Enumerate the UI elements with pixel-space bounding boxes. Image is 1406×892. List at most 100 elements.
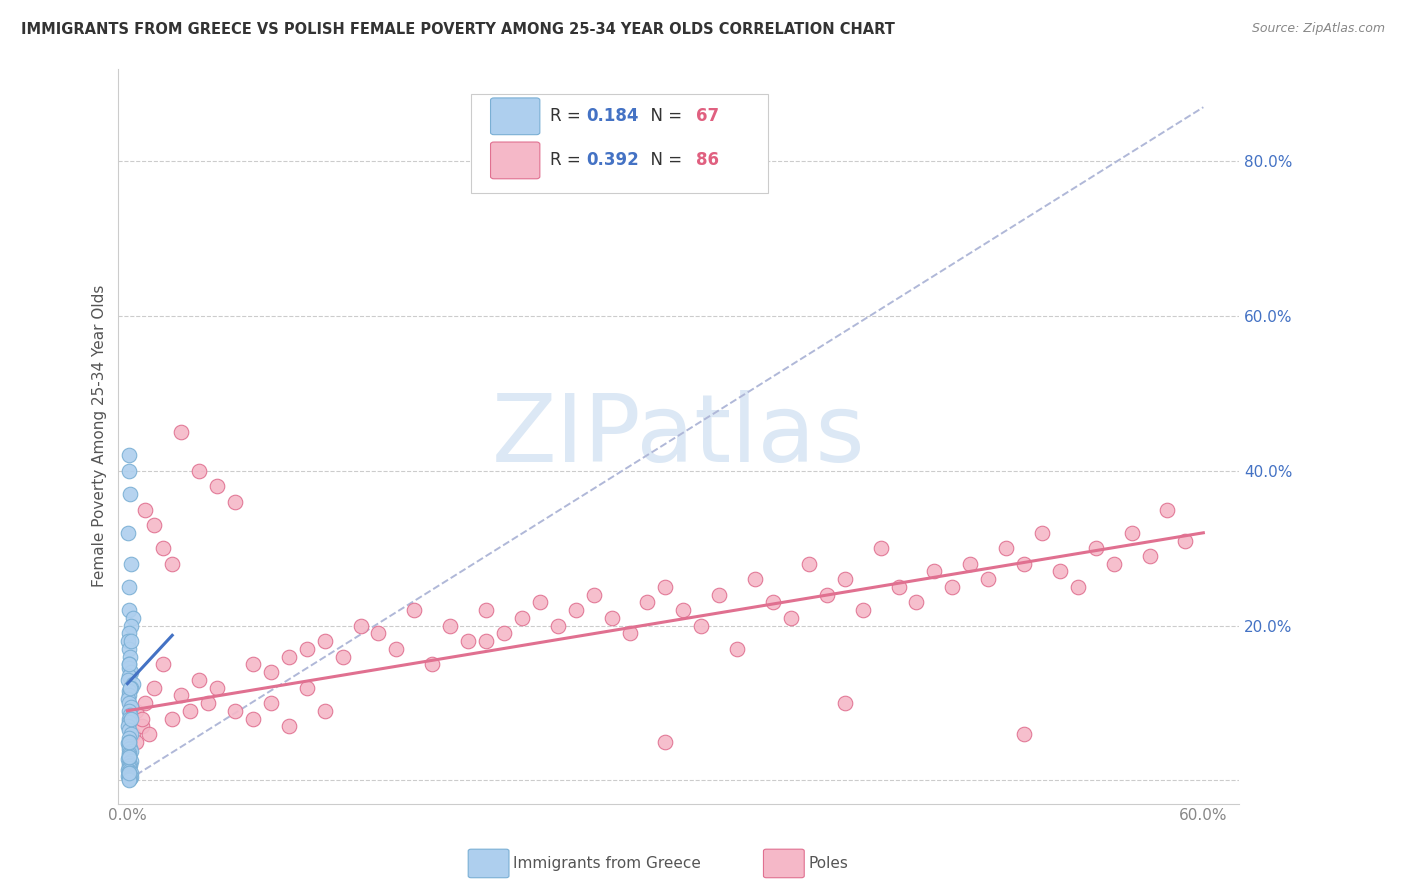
Point [131,719,153,733]
Point [120,771,142,785]
FancyBboxPatch shape [491,142,540,178]
Text: 86: 86 [696,152,718,169]
Point [134,502,156,516]
Point [1174,533,1197,548]
Point [924,565,946,579]
Point [118,772,141,787]
Point [690,618,713,632]
Text: 0.184: 0.184 [586,107,638,125]
Point [1102,557,1125,571]
Point [120,758,142,772]
Point [118,765,141,780]
Point [188,464,211,478]
Point [120,765,142,780]
Point [852,603,875,617]
Point [143,681,166,695]
Point [1031,525,1053,540]
Point [959,557,981,571]
Point [420,657,443,672]
Point [118,735,141,749]
Point [118,449,141,463]
Point [117,692,139,706]
Point [636,595,658,609]
Point [600,611,623,625]
Point [118,723,141,738]
Point [762,595,785,609]
Point [780,611,803,625]
Point [475,603,498,617]
Point [120,487,142,501]
Point [547,618,569,632]
Point [797,557,820,571]
Point [224,704,246,718]
Point [118,770,141,784]
Point [1012,727,1035,741]
Point [439,618,461,632]
Point [295,681,318,695]
Point [120,711,142,725]
Point [1067,580,1090,594]
Point [205,681,228,695]
Point [118,661,141,675]
Text: Source: ZipAtlas.com: Source: ZipAtlas.com [1251,22,1385,36]
Point [118,747,141,762]
Point [314,634,336,648]
Point [118,657,141,672]
Point [121,727,143,741]
Point [118,715,141,730]
Point [654,735,676,749]
Point [1049,565,1071,579]
Point [118,750,141,764]
Point [120,665,142,679]
Text: Immigrants from Greece: Immigrants from Greece [513,856,702,871]
Point [332,649,354,664]
Point [654,580,676,594]
Point [188,673,211,687]
Point [120,770,142,784]
Point [134,696,156,710]
Point [815,588,838,602]
Point [564,603,586,617]
Point [143,518,166,533]
Point [118,464,141,478]
Point [457,634,479,648]
Point [179,704,201,718]
Point [260,696,283,710]
Point [121,611,143,625]
Text: 0.392: 0.392 [586,152,638,169]
Point [834,696,856,710]
Point [120,744,142,758]
Point [131,711,153,725]
Point [120,699,142,714]
Point [118,768,141,782]
Point [367,626,389,640]
Point [1084,541,1107,556]
Point [672,603,695,617]
Point [277,649,299,664]
Point [725,641,748,656]
Point [118,688,141,702]
Text: R =: R = [550,107,586,125]
Point [120,649,142,664]
Point [118,761,141,775]
Point [152,541,174,556]
Point [887,580,910,594]
Text: R =: R = [550,152,586,169]
Text: IMMIGRANTS FROM GREECE VS POLISH FEMALE POVERTY AMONG 25-34 YEAR OLDS CORRELATIO: IMMIGRANTS FROM GREECE VS POLISH FEMALE … [21,22,896,37]
Point [709,588,731,602]
Point [277,719,299,733]
Point [941,580,963,594]
Point [118,696,141,710]
Point [118,580,141,594]
Point [260,665,283,679]
Point [1139,549,1161,563]
Point [118,756,141,771]
Point [118,764,141,778]
Point [125,735,148,749]
Point [118,603,141,617]
Point [120,740,142,755]
Point [118,767,141,781]
Point [118,735,141,749]
Point [1012,557,1035,571]
Point [120,557,142,571]
